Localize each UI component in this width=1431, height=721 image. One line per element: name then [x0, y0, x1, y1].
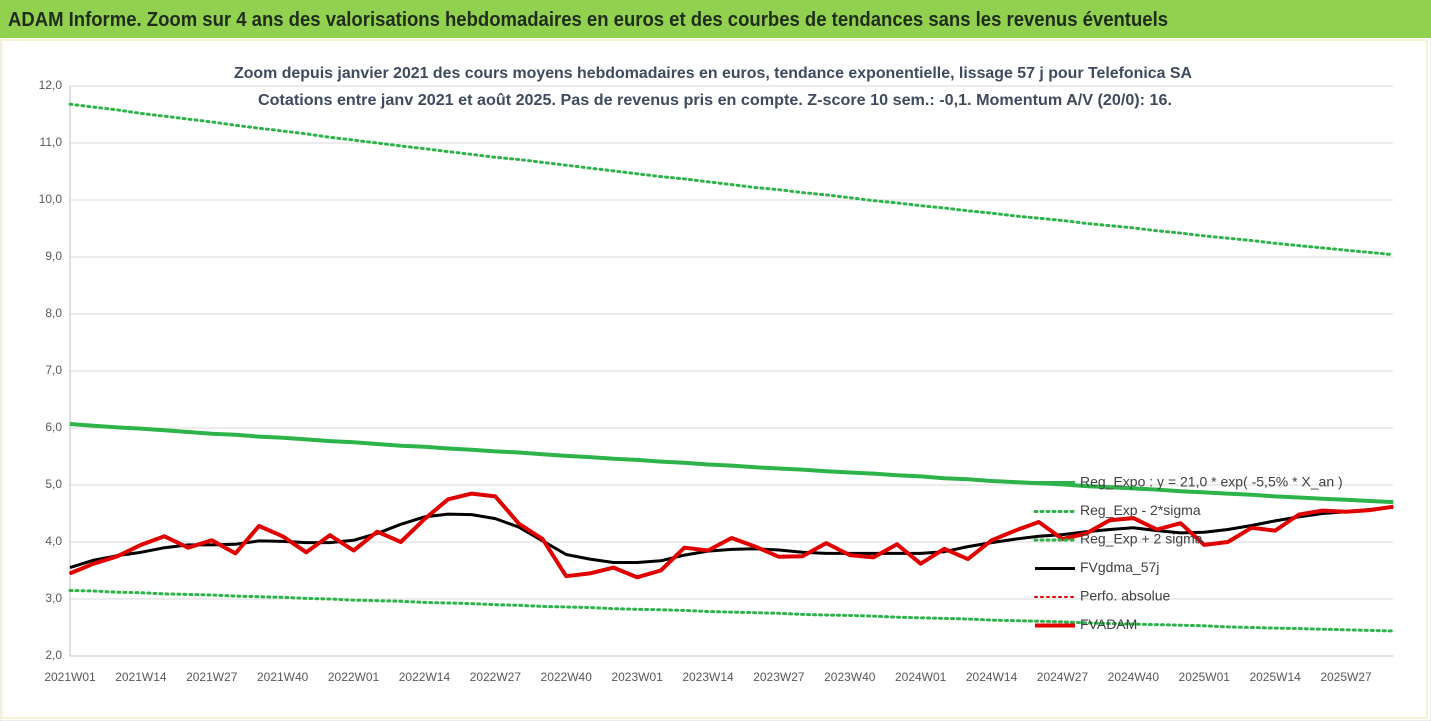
series-line [69, 491, 1394, 580]
y-tick-label: 3,0 [45, 591, 62, 605]
x-tick-label: 2023W40 [824, 670, 876, 684]
x-tick-label: 2021W27 [186, 670, 238, 684]
y-tick-label: 9,0 [45, 249, 62, 263]
x-tick-label: 2024W27 [1037, 670, 1089, 684]
x-tick-label: 2024W01 [895, 670, 947, 684]
x-tick-label: 2022W14 [399, 670, 451, 684]
x-tick-label: 2021W14 [115, 670, 167, 684]
legend-label: FVADAM [1080, 616, 1137, 632]
y-tick-label: 6,0 [45, 420, 62, 434]
x-tick-label: 2022W01 [328, 670, 380, 684]
x-tick-label: 2022W27 [470, 670, 522, 684]
x-tick-label: 2022W40 [541, 670, 593, 684]
header-bar [0, 0, 1431, 38]
series-line [68, 589, 1395, 633]
chart-title: Zoom depuis janvier 2021 des cours moyen… [234, 65, 1192, 82]
x-tick-label: 2024W40 [1108, 670, 1160, 684]
legend-label: Perfo. absolue [1080, 588, 1170, 604]
x-tick-label: 2023W01 [611, 670, 663, 684]
x-tick-label: 2021W40 [257, 670, 309, 684]
x-tick-label: 2024W14 [966, 670, 1018, 684]
header-title: ADAM Informe. Zoom sur 4 ans des valoris… [8, 9, 1168, 31]
series-line [69, 422, 1394, 505]
y-tick-label: 12,0 [39, 78, 63, 92]
y-tick-label: 7,0 [45, 363, 62, 377]
x-tick-label: 2021W01 [44, 670, 96, 684]
x-tick-label: 2025W27 [1320, 670, 1372, 684]
legend-label: Reg_Exp - 2*sigma [1080, 502, 1201, 518]
x-tick-label: 2025W14 [1249, 670, 1301, 684]
y-tick-label: 8,0 [45, 306, 62, 320]
legend-label: Reg_Exp + 2 sigma [1080, 531, 1203, 547]
x-tick-label: 2023W14 [682, 670, 734, 684]
series-line [68, 102, 1395, 257]
y-tick-label: 5,0 [45, 477, 62, 491]
y-tick-label: 4,0 [45, 534, 62, 548]
legend-label: Reg_Expo : y = 21,0 * exp( -5,5% * X_an … [1080, 474, 1343, 490]
y-tick-label: 10,0 [39, 192, 63, 206]
x-tick-label: 2025W01 [1179, 670, 1231, 684]
chart-border [1, 39, 1428, 719]
chart-subtitle: Cotations entre janv 2021 et août 2025. … [258, 92, 1172, 109]
y-tick-label: 2,0 [45, 648, 62, 662]
legend-label: FVgdma_57j [1080, 559, 1159, 575]
y-tick-label: 11,0 [40, 135, 63, 149]
x-tick-label: 2023W27 [753, 670, 805, 684]
